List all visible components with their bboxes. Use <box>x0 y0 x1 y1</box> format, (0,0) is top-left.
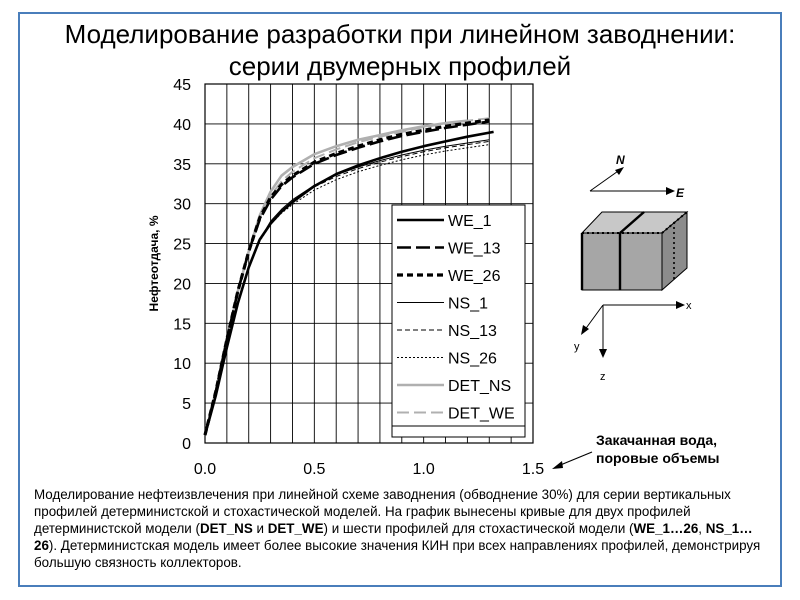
y-tick-label: 35 <box>173 157 191 174</box>
series-line-ns-26 <box>204 144 490 436</box>
y-tick-label: 20 <box>173 276 191 293</box>
x-tick-label: 1.0 <box>413 461 435 478</box>
title-line-1: Моделирование разработки при линейном за… <box>64 19 736 49</box>
y-tick-label: 25 <box>173 237 191 254</box>
z-axis-letter: z <box>600 371 606 383</box>
cube-front <box>581 232 663 291</box>
x-tick-label: 1.5 <box>522 461 544 478</box>
e-axis-head <box>666 187 675 195</box>
y-tick-label: 10 <box>173 356 191 373</box>
desc-det-ns: DET_NS <box>199 521 253 536</box>
chart-series <box>203 117 494 436</box>
legend-label: WE_13 <box>448 241 501 258</box>
y-axis-letter: y <box>574 341 580 353</box>
y-axis-head <box>581 325 589 335</box>
n-axis-head <box>615 167 624 175</box>
y-tick-label: 5 <box>182 396 191 413</box>
arrow-head <box>552 461 563 469</box>
y-tick-label: 45 <box>173 77 191 94</box>
desc-part-2: и <box>252 521 268 536</box>
legend-label: WE_1 <box>448 213 492 230</box>
desc-part-4: , <box>698 521 706 536</box>
legend-box <box>391 204 526 438</box>
y-tick-label: 30 <box>173 197 191 214</box>
x-annotation-line-1: Закачанная вода, <box>596 432 718 448</box>
legend-label: DET_WE <box>448 406 515 423</box>
desc-ns-range: NS_1…26 <box>34 521 753 553</box>
desc-part-5: ). Детерминистская модель имеет более вы… <box>34 538 761 570</box>
title-line-2: серии двумерных профилей <box>228 51 572 81</box>
orientation-diagram: N Ex y z <box>574 153 692 383</box>
x-tick-label: 0.0 <box>194 461 216 478</box>
cube-dotted-edge <box>582 211 688 234</box>
x-axis-letter: x <box>686 300 692 312</box>
arrow-line <box>557 451 593 467</box>
chart-legend: WE_1 WE_13 WE_26 NS_1 NS_13 NS_26 DET_NS DET_WE <box>391 204 526 438</box>
slide-title: Моделирование разработки при линейном за… <box>20 18 780 82</box>
legend-label: NS_26 <box>448 351 497 368</box>
desc-we-range: WE_1…26 <box>633 521 699 536</box>
y-axis-line <box>583 304 604 332</box>
z-axis-head <box>599 349 607 358</box>
y-axis-label: Нефтеотдача, % <box>147 215 161 311</box>
series-line-we-26 <box>203 118 490 436</box>
x-axis-head <box>676 301 685 309</box>
y-tick-label: 15 <box>173 316 191 333</box>
plot-border <box>204 83 534 444</box>
y-tick-label: 0 <box>182 436 191 453</box>
chart-ticks: 0 5 10 15 20 25 30 35 40 45 0.0 0.5 1.0 1.5 Нефтеотдач… <box>147 77 544 478</box>
legend-label: NS_1 <box>448 296 488 313</box>
legend-label: DET_NS <box>448 378 511 395</box>
x-annotation-line-2: поровые объемы <box>596 450 720 466</box>
x-axis-annotation: Закачанная вода, поровые объемы <box>596 431 719 467</box>
legend-label: NS_13 <box>448 323 497 340</box>
slide-frame <box>18 12 782 587</box>
desc-part-1: Моделирование нефтеизвлечения при линейн… <box>34 487 731 536</box>
desc-det-we: DET_WE <box>267 521 324 536</box>
x-tick-label: 0.5 <box>303 461 325 478</box>
n-axis-label: N <box>616 153 625 167</box>
e-axis-label: E <box>676 186 685 200</box>
y-tick-label: 40 <box>173 117 191 134</box>
cube-divider-top <box>619 211 645 234</box>
desc-part-3: ) и шести профилей для стохастической мо… <box>323 521 634 536</box>
n-axis-line <box>589 168 622 192</box>
legend-label: WE_26 <box>448 268 501 285</box>
annotation-arrow <box>552 451 593 469</box>
description-text: Моделирование нефтеизвлечения при линейн… <box>34 486 764 571</box>
